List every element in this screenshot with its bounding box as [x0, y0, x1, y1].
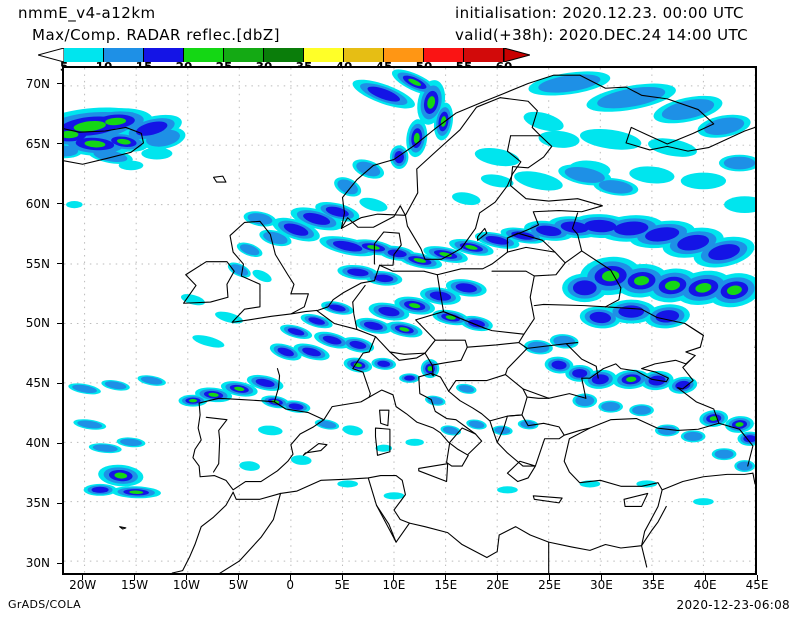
longitude-tick-mark [756, 575, 758, 580]
latitude-tick-mark [57, 322, 62, 324]
latitude-tick-label: 30N [25, 556, 50, 571]
latitude-tick-label: 70N [25, 76, 50, 91]
valid-time: valid(+38h): 2020.DEC.24 14:00 UTC [455, 26, 749, 44]
longitude-tick-label: 10W [172, 578, 201, 592]
longitude-tick-label: 15E [434, 578, 458, 592]
colorbar-segment [384, 48, 424, 62]
longitude-tick-label: 45E [745, 578, 769, 592]
colorbar-underflow-cap [38, 48, 64, 62]
map-plot-area[interactable] [62, 66, 757, 575]
longitude-tick-label: 5W [228, 578, 249, 592]
longitude-tick-label: 10E [382, 578, 406, 592]
initialisation-time: initialisation: 2020.12.23. 00:00 UTC [455, 4, 744, 22]
latitude-tick-label: 65N [25, 136, 50, 151]
longitude-tick-mark [497, 575, 499, 580]
colorbar [38, 48, 530, 62]
field-title: Max/Comp. RADAR reflec.[dbZ] [32, 26, 280, 44]
longitude-axis-labels: 20W 15W 10W 5W 0 5E 10E 15E 20E 25E 30E 35E 40E 45E [0, 578, 800, 594]
longitude-tick-mark [393, 575, 395, 580]
latitude-tick-label: 35N [25, 496, 50, 511]
longitude-tick-mark [549, 575, 551, 580]
footer-timestamp: 2020-12-23-06:08 [676, 598, 790, 612]
longitude-tick-label: 0 [286, 578, 295, 592]
longitude-tick-mark [652, 575, 654, 580]
latitude-tick-mark [57, 143, 62, 145]
latitude-tick-mark [57, 203, 62, 205]
longitude-tick-mark [289, 575, 291, 580]
longitude-tick-mark [600, 575, 602, 580]
colorbar-segment [264, 48, 304, 62]
longitude-tick-label: 5E [334, 578, 350, 592]
latitude-tick-mark [57, 263, 62, 265]
longitude-tick-label: 20W [69, 578, 97, 592]
longitude-tick-mark [445, 575, 447, 580]
colorbar-segment [304, 48, 344, 62]
longitude-tick-mark [341, 575, 343, 580]
colorbar-segment [424, 48, 464, 62]
radar-reflectivity-field [64, 69, 755, 506]
longitude-tick-mark [185, 575, 187, 580]
latitude-tick-mark [57, 83, 62, 85]
longitude-tick-mark [134, 575, 136, 580]
longitude-tick-label: 20E [486, 578, 510, 592]
latitude-tick-label: 50N [25, 316, 50, 331]
latitude-tick-mark [57, 442, 62, 444]
longitude-tick-label: 15W [121, 578, 149, 592]
latitude-tick-mark [57, 502, 62, 504]
latitude-axis-labels: 30N 35N 40N 45N 50N 55N 60N 65N 70N [0, 0, 62, 618]
longitude-tick-mark [82, 575, 84, 580]
longitude-tick-label: 40E [693, 578, 717, 592]
footer-credit: GrADS/COLA [8, 598, 81, 611]
coastlines-and-borders [64, 74, 755, 573]
latitude-tick-mark [57, 562, 62, 564]
longitude-tick-label: 30E [589, 578, 613, 592]
model-name: nmmE_v4-a12km [18, 4, 156, 22]
latitude-tick-label: 60N [25, 196, 50, 211]
longitude-tick-mark [237, 575, 239, 580]
longitude-tick-label: 35E [641, 578, 665, 592]
latitude-tick-label: 40N [25, 436, 50, 451]
colorbar-overflow-cap [504, 48, 530, 62]
colorbar-segment [184, 48, 224, 62]
longitude-tick-mark [704, 575, 706, 580]
colorbar-segment [144, 48, 184, 62]
latitude-tick-mark [57, 382, 62, 384]
colorbar-segment [224, 48, 264, 62]
latitude-tick-label: 45N [25, 376, 50, 391]
latitude-tick-label: 55N [25, 256, 50, 271]
colorbar-segment [64, 48, 104, 62]
colorbar-segment [344, 48, 384, 62]
colorbar-segment [104, 48, 144, 62]
colorbar-segment [464, 48, 504, 62]
longitude-tick-label: 25E [538, 578, 561, 592]
